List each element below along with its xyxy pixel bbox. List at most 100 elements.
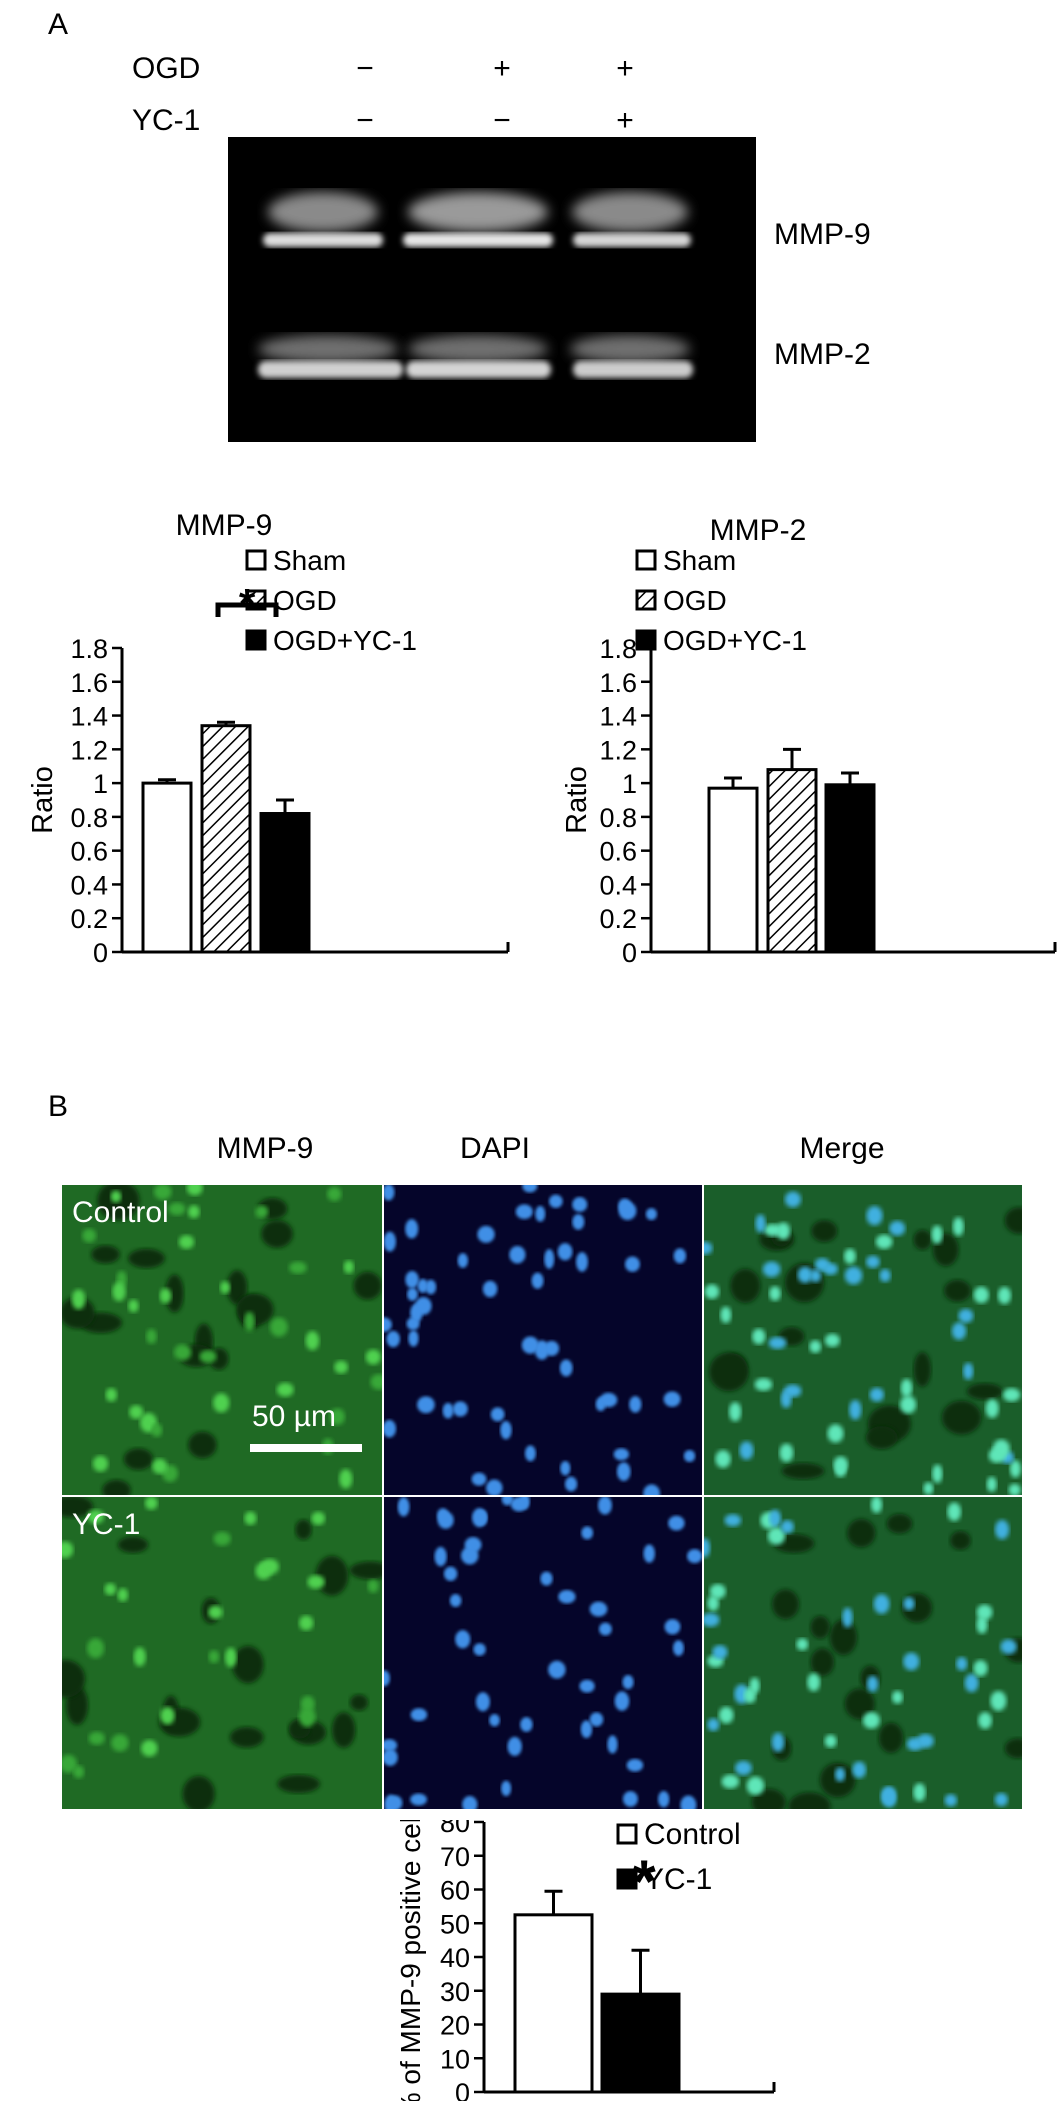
y-tick-label: 10 xyxy=(440,2044,470,2074)
cell-nucleus xyxy=(522,1185,538,1193)
gel-bands xyxy=(258,192,693,378)
tissue-void xyxy=(236,1293,274,1326)
cell-nucleus xyxy=(869,1387,885,1402)
cell-nucleus xyxy=(477,1225,495,1243)
cell-nucleus xyxy=(729,1402,742,1422)
tissue-void xyxy=(811,1220,838,1243)
legend-swatch xyxy=(635,629,657,651)
y-tick-label: 0 xyxy=(622,938,637,968)
cell-nucleus xyxy=(626,1758,644,1772)
cell-nucleus xyxy=(903,1597,915,1611)
tissue-void xyxy=(332,1712,356,1748)
cell-nucleus xyxy=(992,1439,1010,1458)
cell-nucleus xyxy=(71,1289,86,1310)
mmp2-ratio-chart: MMP-2 0 0.2 0.40.6 0.8 1 1.21.4 1.6 1.8 Ratio Sham… xyxy=(561,514,1057,968)
cell-nucleus xyxy=(900,1395,917,1414)
cell-nucleus xyxy=(707,1595,719,1612)
cell-nucleus xyxy=(827,1424,844,1443)
legend-entry: OGD xyxy=(663,585,727,616)
cell-nucleus xyxy=(417,1278,429,1293)
cell-nucleus xyxy=(178,1235,195,1249)
cell-nucleus xyxy=(110,1190,122,1203)
cell-nucleus xyxy=(572,1197,588,1212)
y-tick-label: 1.6 xyxy=(70,668,108,698)
cell-nucleus xyxy=(994,1519,1010,1540)
y-tick-label: 0.2 xyxy=(70,904,108,934)
column-title-mmp9: MMP-9 xyxy=(216,1132,314,1165)
tissue-void xyxy=(772,1589,800,1620)
cell-nucleus xyxy=(455,1630,471,1649)
y-tick-label: 0 xyxy=(93,938,108,968)
cell-nucleus xyxy=(889,1220,906,1236)
cell-nucleus xyxy=(844,1266,863,1285)
y-tick-label: 0.6 xyxy=(70,837,108,867)
cell-nucleus xyxy=(509,1245,526,1264)
cell-nucleus xyxy=(598,1497,612,1515)
cell-nucleus xyxy=(614,1691,630,1711)
chart-title: MMP-9 xyxy=(176,509,273,542)
cell-nucleus xyxy=(754,1378,773,1391)
y-tick-label: 1.2 xyxy=(70,735,108,765)
bar-ogd xyxy=(766,768,818,954)
cell-nucleus xyxy=(548,1194,563,1208)
cell-nucleus xyxy=(531,1272,544,1289)
mmp9-band-ogd-yc1 xyxy=(573,233,691,247)
tissue-void xyxy=(1004,1738,1022,1759)
cell-nucleus xyxy=(144,1497,158,1510)
cell-nucleus xyxy=(476,1510,488,1526)
cell-nucleus xyxy=(129,1405,144,1419)
cell-nucleus xyxy=(384,1748,398,1766)
legend-swatch xyxy=(616,1868,638,1890)
cell-nucleus xyxy=(768,1336,787,1349)
cell-nucleus xyxy=(186,1185,203,1196)
chart-title: MMP-2 xyxy=(710,514,807,547)
cell-nucleus xyxy=(709,1584,726,1599)
legend-entry: OGD+YC-1 xyxy=(663,625,807,656)
cell-nucleus xyxy=(407,1287,418,1301)
y-axis-label: % of MMP-9 positive cells xyxy=(395,1820,426,2101)
cell-nucleus xyxy=(852,1761,867,1779)
cell-nucleus xyxy=(870,1497,883,1514)
cell-nucleus xyxy=(437,1511,454,1529)
cell-nucleus xyxy=(62,1754,77,1773)
cell-nucleus xyxy=(931,1225,943,1244)
cell-nucleus xyxy=(749,1677,760,1694)
cell-nucleus xyxy=(724,1514,742,1527)
micrograph-background xyxy=(384,1185,702,1495)
cell-nucleus xyxy=(580,1720,593,1739)
scale-bar xyxy=(250,1444,362,1452)
column-title-dapi: DAPI xyxy=(459,1132,531,1165)
cell-nucleus xyxy=(683,1450,696,1463)
cell-nucleus xyxy=(457,1253,469,1268)
cell-nucleus xyxy=(519,1497,530,1510)
cell-nucleus xyxy=(449,1594,462,1607)
bar-sham xyxy=(707,786,759,954)
cell-nucleus xyxy=(680,1795,697,1809)
bar-ogd xyxy=(200,724,252,954)
cell-nucleus xyxy=(168,1202,186,1216)
cell-nucleus xyxy=(564,1476,578,1492)
gel-sign: + xyxy=(493,52,511,85)
y-tick-label: 1 xyxy=(93,769,108,799)
cell-nucleus xyxy=(384,1419,397,1438)
cell-nucleus xyxy=(327,1186,342,1202)
cell-nucleus xyxy=(913,1783,926,1802)
cell-nucleus xyxy=(862,1712,880,1729)
panel-b-letter: B xyxy=(48,1090,69,1123)
cell-nucleus xyxy=(443,1566,458,1581)
tissue-void xyxy=(886,1513,913,1534)
cell-nucleus xyxy=(687,1549,702,1564)
cell-nucleus xyxy=(997,1286,1012,1305)
tissue-void xyxy=(810,1615,830,1639)
cell-nucleus xyxy=(797,1266,813,1284)
cell-nucleus xyxy=(704,1612,720,1627)
cell-nucleus xyxy=(133,1647,146,1667)
legend-entry: Sham xyxy=(663,545,736,576)
tissue-void xyxy=(349,1694,369,1711)
cell-nucleus xyxy=(834,1463,847,1478)
y-tick-label: 1.8 xyxy=(599,634,637,664)
cell-nucleus xyxy=(208,1605,223,1620)
tissue-void xyxy=(847,1518,876,1548)
cell-nucleus xyxy=(704,1538,711,1558)
